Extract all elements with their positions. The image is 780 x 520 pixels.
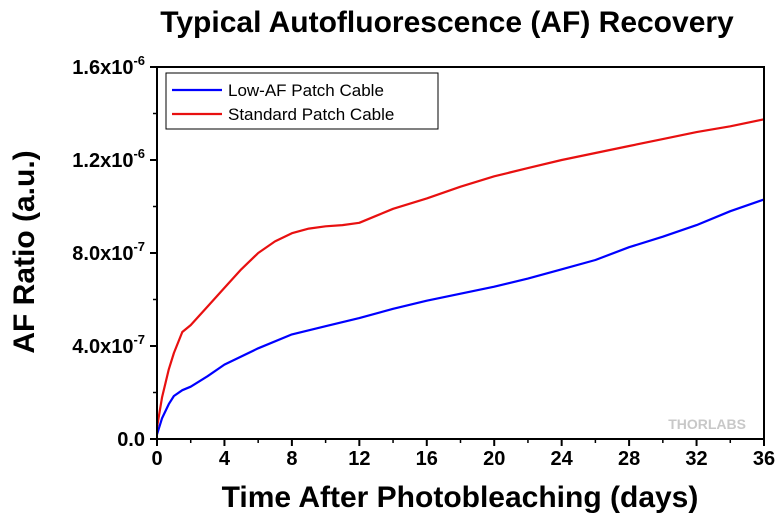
legend: Low-AF Patch Cable Standard Patch Cable bbox=[165, 72, 439, 130]
y-tick-exponent: -7 bbox=[133, 239, 145, 254]
chart-title: Typical Autofluorescence (AF) Recovery bbox=[160, 6, 734, 39]
x-tick-label: 16 bbox=[416, 448, 438, 470]
thorlabs-watermark: THORLABS bbox=[668, 416, 746, 432]
y-tick-label: 8.0x10-7 bbox=[72, 239, 145, 265]
x-axis-label: Time After Photobleaching (days) bbox=[222, 481, 699, 514]
series-line-low-af bbox=[155, 198, 765, 435]
y-axis-label: AF Ratio (a.u.) bbox=[8, 150, 41, 353]
legend-label: Standard Patch Cable bbox=[228, 105, 394, 124]
legend-box bbox=[165, 72, 439, 130]
y-tick-mantissa: 8.0x10 bbox=[72, 243, 133, 265]
x-tick-label: 28 bbox=[618, 448, 640, 470]
x-tick-label: 32 bbox=[685, 448, 707, 470]
x-tick-label: 0 bbox=[151, 448, 162, 470]
y-tick-mantissa: 1.6x10 bbox=[72, 57, 133, 79]
y-tick-label: 4.0x10-7 bbox=[72, 332, 145, 358]
legend-label: Low-AF Patch Cable bbox=[228, 81, 384, 100]
y-tick-mantissa: 1.2x10 bbox=[72, 150, 133, 172]
x-tick-label: 4 bbox=[219, 448, 231, 470]
y-tick-exponent: -6 bbox=[133, 53, 145, 68]
x-tick-label: 12 bbox=[348, 448, 370, 470]
series-line-standard bbox=[155, 118, 765, 428]
y-tick-exponent: -6 bbox=[133, 146, 145, 161]
x-tick-label: 20 bbox=[483, 448, 505, 470]
x-tick-label: 8 bbox=[286, 448, 297, 470]
y-tick-exponent: -7 bbox=[133, 332, 145, 347]
y-tick-label: 0.0 bbox=[117, 429, 145, 451]
x-tick-label: 24 bbox=[551, 448, 574, 470]
y-tick-label: 1.6x10-6 bbox=[72, 53, 145, 79]
y-tick-mantissa: 4.0x10 bbox=[72, 336, 133, 358]
y-tick-label: 1.2x10-6 bbox=[72, 146, 145, 172]
y-tick-mantissa: 0.0 bbox=[117, 429, 145, 451]
x-tick-label: 36 bbox=[753, 448, 775, 470]
